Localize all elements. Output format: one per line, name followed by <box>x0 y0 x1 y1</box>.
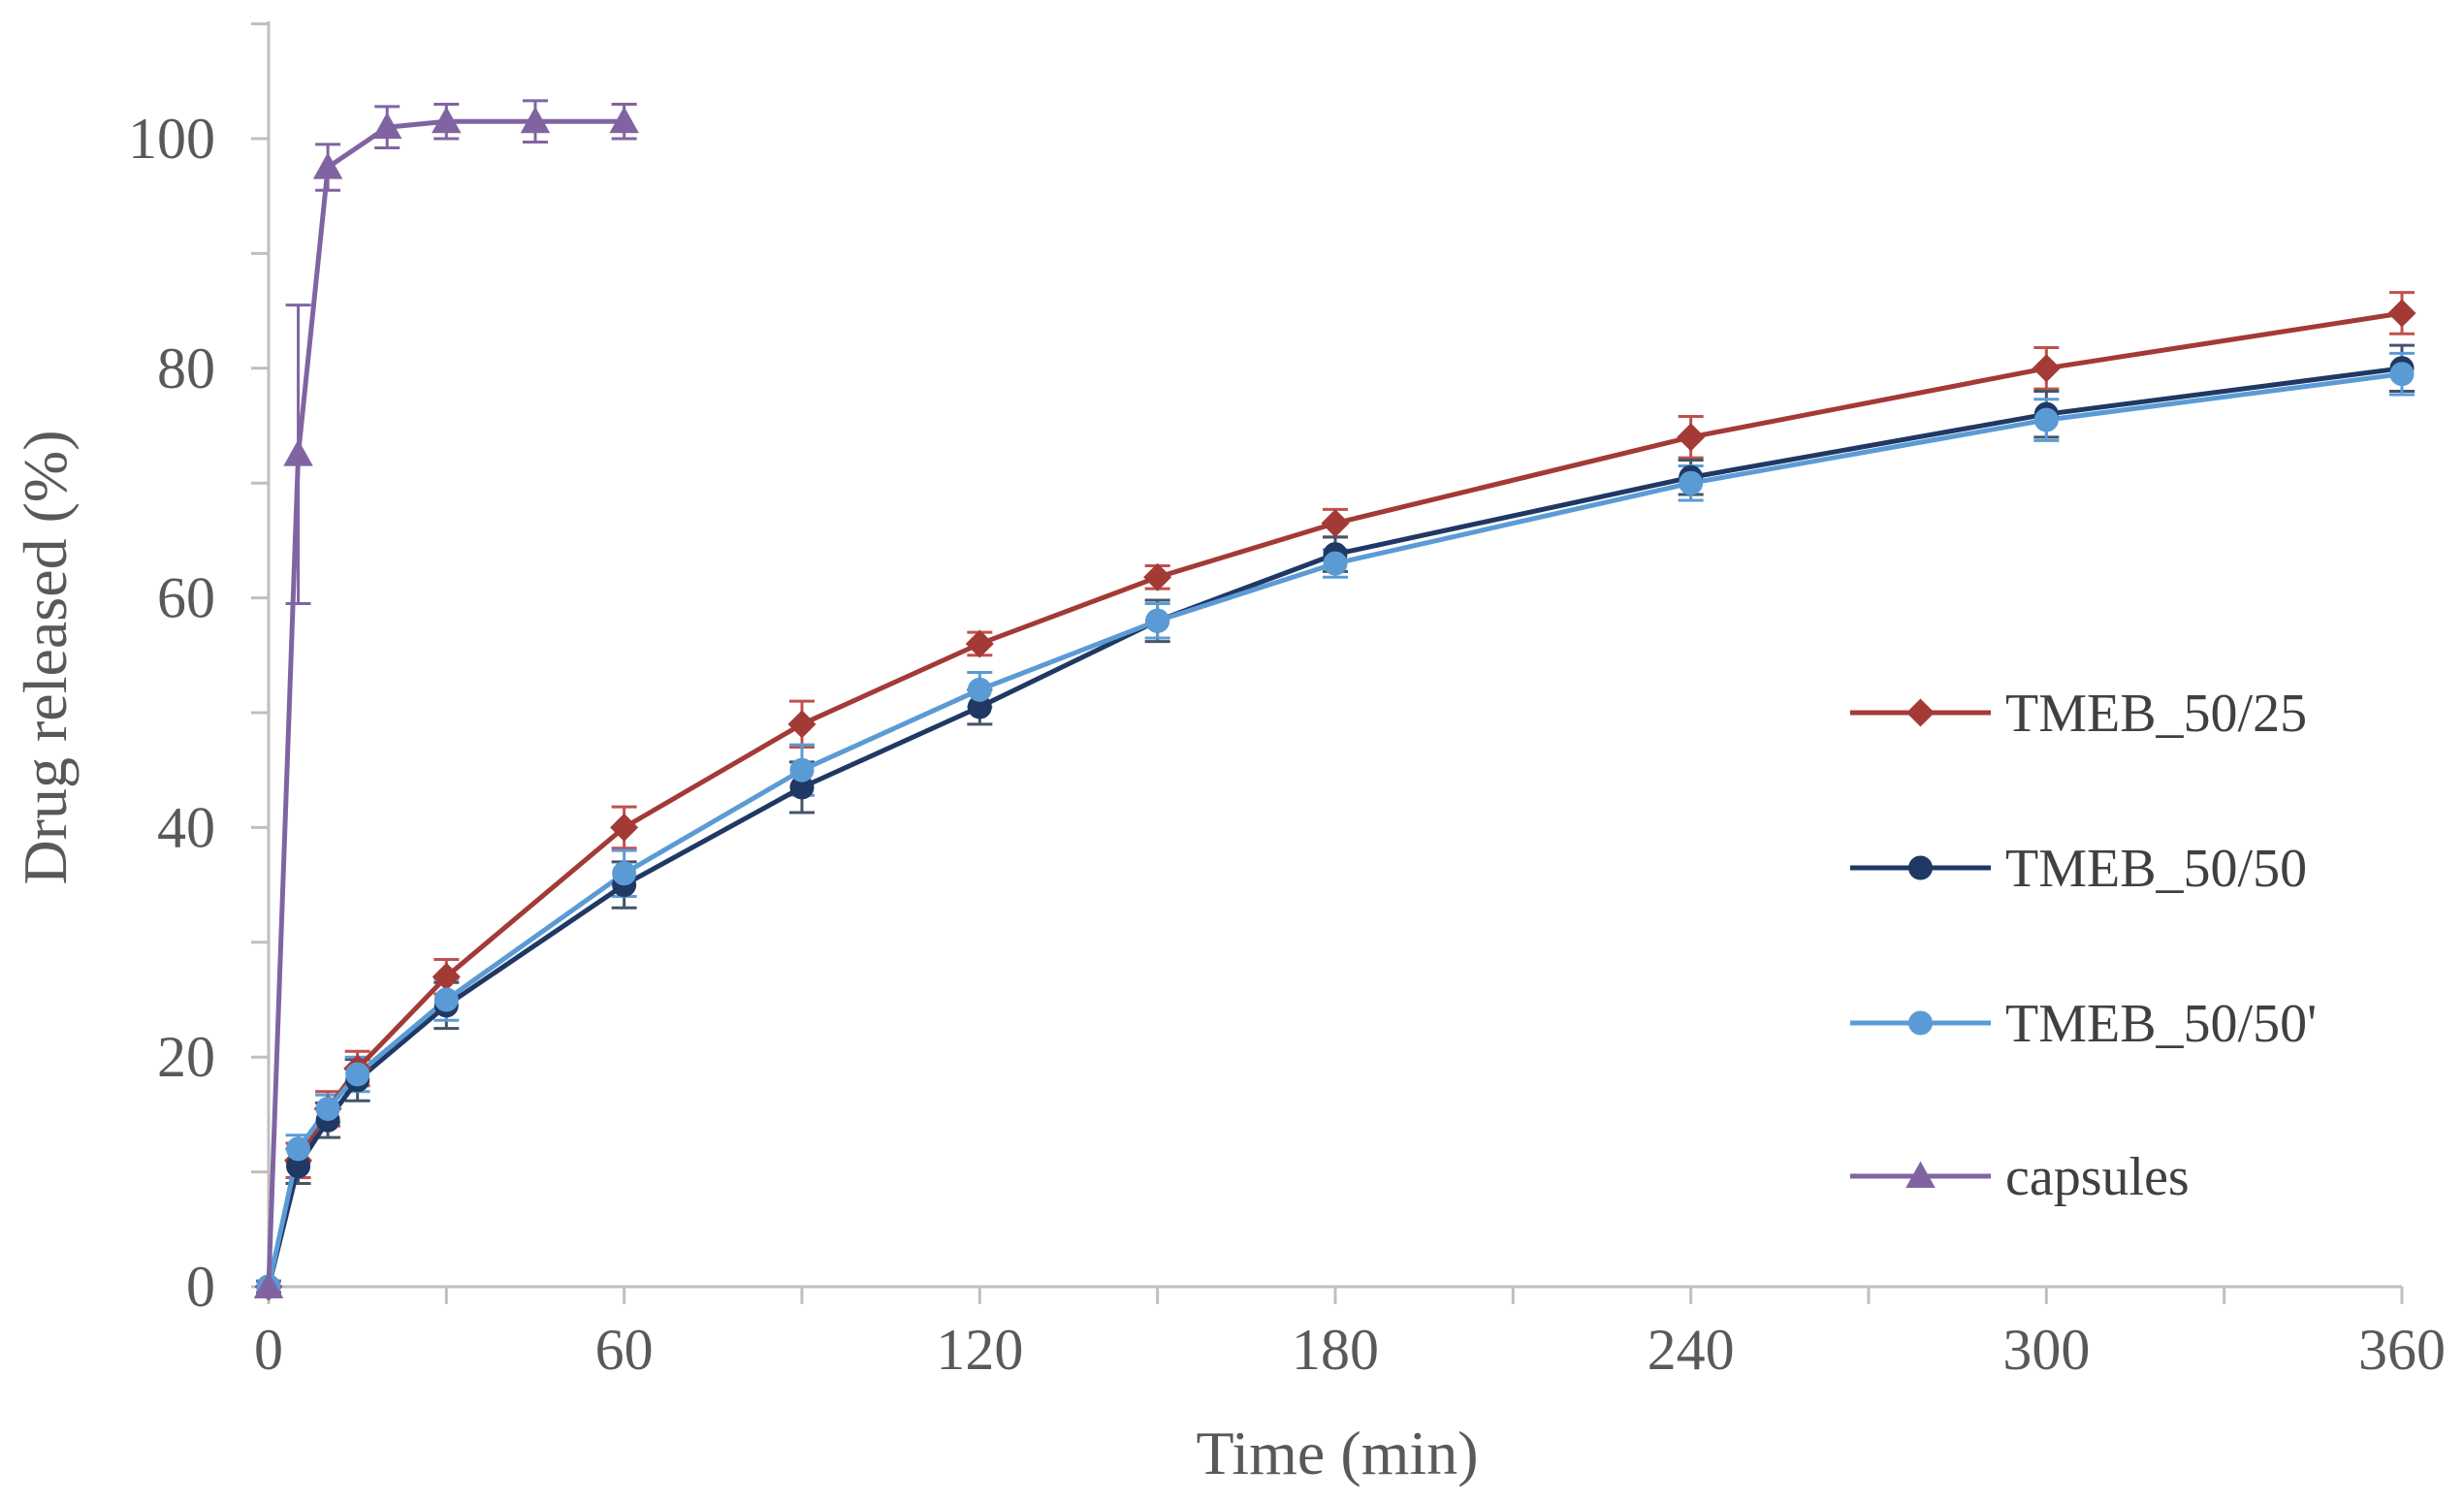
legend-marker-tmeb-50-50 <box>1908 855 1933 880</box>
data-point-tmeb-50-25 <box>1677 423 1706 452</box>
x-axis-title: Time (min) <box>1197 1419 1479 1487</box>
data-point-tmeb-50-25 <box>610 813 639 842</box>
data-point-tmeb-50-50 <box>315 1096 340 1121</box>
data-point-capsules <box>432 106 462 134</box>
data-point-tmeb-50-50 <box>967 677 992 702</box>
y-tick-label: 60 <box>157 566 215 630</box>
data-point-tmeb-50-50 <box>345 1062 370 1087</box>
data-point-tmeb-50-25 <box>2387 299 2416 328</box>
y-tick-label: 80 <box>157 336 215 400</box>
data-point-tmeb-50-50 <box>789 757 815 782</box>
x-tick-label: 60 <box>595 1318 654 1382</box>
data-point-capsules <box>371 112 402 140</box>
data-point-capsules <box>312 152 343 179</box>
data-point-tmeb-50-25 <box>2032 354 2061 383</box>
data-point-capsules <box>609 106 639 134</box>
legend-marker-tmeb-50-50 <box>1908 1010 1933 1036</box>
data-point-tmeb-50-50 <box>1145 608 1170 633</box>
legend-label-tmeb-50-50: TMEB_50/50 <box>2005 839 2307 899</box>
data-point-tmeb-50-50 <box>612 861 637 886</box>
data-point-tmeb-50-25 <box>1143 562 1172 591</box>
data-point-capsules <box>253 1271 284 1299</box>
y-axis-title: Drug released (%) <box>11 430 80 884</box>
data-point-tmeb-50-25 <box>965 629 994 658</box>
data-point-capsules <box>283 439 313 466</box>
data-point-tmeb-50-50 <box>2033 407 2059 432</box>
data-point-tmeb-50-50 <box>1323 551 1348 576</box>
y-tick-label: 20 <box>157 1025 215 1089</box>
y-tick-label: 0 <box>186 1255 215 1319</box>
axes: 0 20 40 60 80 100 0 60 120 180 240 300 360 <box>128 21 2446 1382</box>
data-point-tmeb-50-50 <box>286 1136 311 1162</box>
legend-label-tmeb-50-25: TMEB_50/25 <box>2005 684 2307 744</box>
data-point-tmeb-50-50 <box>1679 470 1704 495</box>
legend: TMEB_50/25 TMEB_50/50 TMEB_50/50' capsules <box>1850 684 2317 1207</box>
x-tick-label: 300 <box>2002 1318 2090 1382</box>
data-point-tmeb-50-50 <box>433 987 459 1012</box>
series-line-tmeb-50-25 <box>266 310 2403 1288</box>
legend-marker-tmeb-50-25 <box>1905 698 1936 727</box>
x-tick-label: 360 <box>2358 1318 2446 1382</box>
legend-label-capsules: capsules <box>2005 1147 2190 1207</box>
data-point-tmeb-50-25 <box>1321 509 1350 538</box>
x-tick-label: 0 <box>254 1318 283 1382</box>
y-tick-label: 40 <box>157 795 215 859</box>
y-tick-label: 100 <box>128 107 215 171</box>
data-point-capsules <box>520 106 551 134</box>
legend-label-tmeb-50-50: TMEB_50/50' <box>2005 994 2317 1054</box>
legend-marker-capsules <box>1905 1161 1936 1189</box>
data-points <box>253 106 2416 1301</box>
data-point-tmeb-50-50 <box>2389 362 2415 387</box>
data-point-tmeb-50-25 <box>787 710 816 739</box>
x-tick-label: 240 <box>1648 1318 1735 1382</box>
x-tick-label: 120 <box>936 1318 1023 1382</box>
x-tick-label: 180 <box>1292 1318 1379 1382</box>
